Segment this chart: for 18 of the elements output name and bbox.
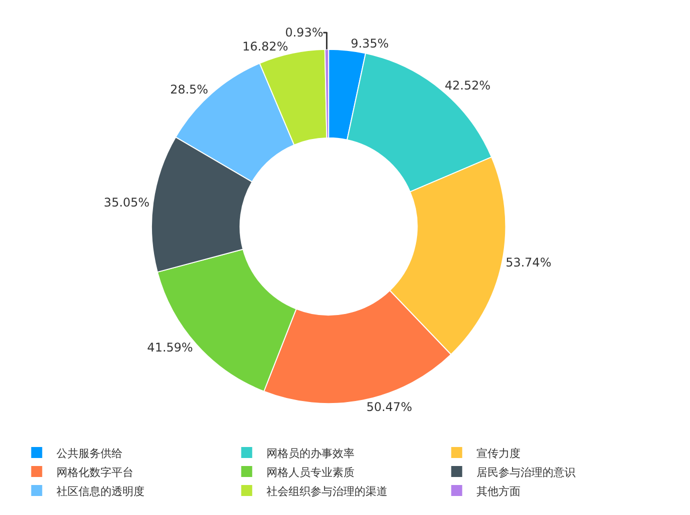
data-label: 50.47% xyxy=(366,400,412,414)
legend-label: 网格员的办事效率 xyxy=(266,446,355,460)
data-label: 41.59% xyxy=(147,340,193,355)
data-label: 42.52% xyxy=(444,78,491,93)
legend-label: 居民参与治理的意识 xyxy=(476,466,576,479)
legend-label: 宣传力度 xyxy=(476,446,521,460)
data-label: 35.05% xyxy=(104,196,150,210)
data-label: 28.5% xyxy=(170,82,208,96)
legend-label: 网格化数字平台 xyxy=(56,466,134,479)
legend-label: 社区信息的透明度 xyxy=(56,484,145,498)
legend-label: 公共服务供给 xyxy=(56,446,123,460)
data-label: 16.82% xyxy=(242,40,288,54)
data-label: 53.74% xyxy=(506,255,552,270)
data-label: 0.93% xyxy=(285,26,324,40)
legend-label: 其他方面 xyxy=(476,484,521,498)
data-label: 9.35% xyxy=(350,36,389,50)
legend-label: 社会组织参与治理的渠道 xyxy=(266,484,388,498)
legend-label: 网格人员专业素质 xyxy=(266,466,355,479)
